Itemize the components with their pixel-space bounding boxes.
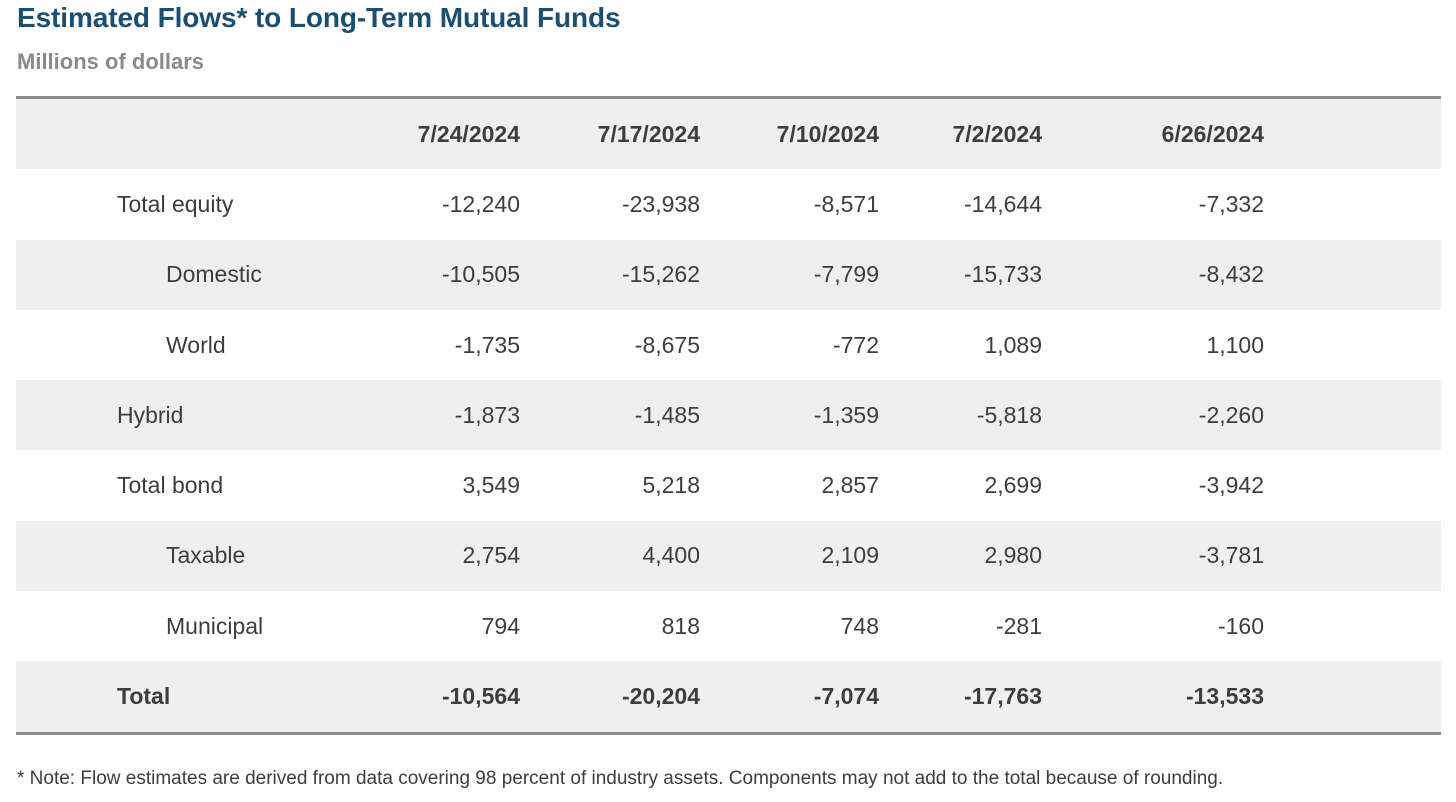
table-cell: 2,857 bbox=[821, 472, 879, 499]
table-cell: -8,675 bbox=[634, 331, 700, 358]
column-header: 6/26/2024 bbox=[1161, 120, 1264, 147]
table-cell: -13,533 bbox=[1185, 683, 1264, 710]
row-label: Total bbox=[117, 683, 171, 710]
table-cell: -7,074 bbox=[813, 683, 879, 710]
table-cell: -20,204 bbox=[621, 683, 700, 710]
table-cell: 2,980 bbox=[984, 542, 1042, 569]
table-row: Taxable 2,754 4,400 2,109 2,980 -3,781 bbox=[16, 520, 1441, 592]
table-cell: -8,432 bbox=[1198, 261, 1264, 288]
row-label: World bbox=[166, 331, 226, 358]
table-cell: -12,240 bbox=[441, 190, 520, 217]
table-cell: -772 bbox=[832, 331, 879, 358]
row-label: Taxable bbox=[166, 542, 246, 569]
table-cell: -3,942 bbox=[1198, 472, 1264, 499]
table-cell: -281 bbox=[995, 612, 1042, 639]
table-cell: -3,781 bbox=[1198, 542, 1264, 569]
row-label: Domestic bbox=[166, 261, 262, 288]
table-cell: 818 bbox=[661, 612, 700, 639]
table-row: Municipal 794 818 748 -281 -160 bbox=[16, 591, 1441, 661]
table-cell: 2,754 bbox=[462, 542, 520, 569]
table-cell: -1,873 bbox=[454, 401, 520, 428]
column-header: 7/17/2024 bbox=[597, 120, 700, 147]
table-cell: -8,571 bbox=[813, 190, 879, 217]
table-cell: -23,938 bbox=[621, 190, 700, 217]
table-cell: -1,735 bbox=[454, 331, 520, 358]
table-row: World -1,735 -8,675 -772 1,089 1,100 bbox=[16, 310, 1441, 380]
table-cell: 4,400 bbox=[642, 542, 700, 569]
table-cell: 1,089 bbox=[984, 331, 1042, 358]
table-header-row: 7/24/2024 7/17/2024 7/10/2024 7/2/2024 6… bbox=[16, 99, 1441, 170]
page-title: Estimated Flows* to Long-Term Mutual Fun… bbox=[17, 2, 621, 33]
table-cell: -1,485 bbox=[634, 401, 700, 428]
footnote: * Note: Flow estimates are derived from … bbox=[17, 768, 1224, 789]
table-row: Total equity -12,240 -23,938 -8,571 -14,… bbox=[16, 169, 1441, 239]
row-label: Hybrid bbox=[117, 401, 184, 428]
row-label: Total equity bbox=[117, 190, 234, 217]
table-row: Domestic -10,505 -15,262 -7,799 -15,733 … bbox=[16, 239, 1441, 310]
table-cell: -15,262 bbox=[621, 261, 700, 288]
table-cell: -7,799 bbox=[813, 261, 879, 288]
table-cell: 748 bbox=[840, 612, 879, 639]
table-cell: 1,100 bbox=[1206, 331, 1264, 358]
row-label: Total bond bbox=[117, 472, 224, 499]
table-cell: -10,564 bbox=[441, 683, 520, 710]
table-row: Total bond 3,549 5,218 2,857 2,699 -3,94… bbox=[16, 450, 1441, 520]
table-cell: -5,818 bbox=[976, 401, 1042, 428]
table-cell: 3,549 bbox=[462, 472, 520, 499]
table-cell: -10,505 bbox=[441, 261, 520, 288]
table-cell: -7,332 bbox=[1198, 190, 1264, 217]
column-header: 7/10/2024 bbox=[776, 120, 879, 147]
page-subtitle: Millions of dollars bbox=[17, 49, 205, 74]
table-cell: -15,733 bbox=[963, 261, 1042, 288]
row-label: Municipal bbox=[166, 612, 264, 639]
table-row: Hybrid -1,873 -1,485 -1,359 -5,818 -2,26… bbox=[16, 380, 1441, 451]
column-header: 7/2/2024 bbox=[952, 120, 1042, 147]
table-cell: -14,644 bbox=[963, 190, 1042, 217]
column-header: 7/24/2024 bbox=[417, 120, 520, 147]
table-cell: 2,699 bbox=[984, 472, 1042, 499]
table-cell: -17,763 bbox=[963, 683, 1042, 710]
table-cell: 2,109 bbox=[821, 542, 879, 569]
table-cell: -1,359 bbox=[813, 401, 879, 428]
table-cell: -160 bbox=[1217, 612, 1264, 639]
table-cell: 5,218 bbox=[642, 472, 700, 499]
table-cell: 794 bbox=[481, 612, 520, 639]
flows-table: 7/24/2024 7/17/2024 7/10/2024 7/2/2024 6… bbox=[16, 96, 1441, 735]
table-total-row: Total -10,564 -20,204 -7,074 -17,763 -13… bbox=[16, 661, 1441, 732]
table-cell: -2,260 bbox=[1198, 401, 1264, 428]
